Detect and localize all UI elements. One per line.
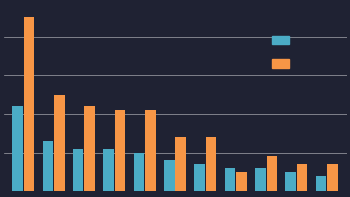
Bar <box>134 152 144 191</box>
FancyBboxPatch shape <box>272 36 289 45</box>
Bar <box>266 156 277 191</box>
Bar <box>12 106 23 191</box>
Bar <box>255 168 266 191</box>
Bar <box>84 106 95 191</box>
Bar <box>115 110 125 191</box>
Bar <box>73 149 84 191</box>
Bar <box>297 164 308 191</box>
Bar <box>206 137 216 191</box>
Bar <box>327 164 338 191</box>
Bar <box>225 168 235 191</box>
Bar <box>145 110 156 191</box>
FancyBboxPatch shape <box>272 59 289 68</box>
Bar <box>164 160 175 191</box>
Bar <box>236 172 247 191</box>
Bar <box>285 172 296 191</box>
Bar <box>24 18 34 191</box>
Bar <box>194 164 205 191</box>
Bar <box>316 176 326 191</box>
Bar <box>175 137 186 191</box>
Bar <box>42 141 53 191</box>
Bar <box>103 149 114 191</box>
Bar <box>54 95 65 191</box>
